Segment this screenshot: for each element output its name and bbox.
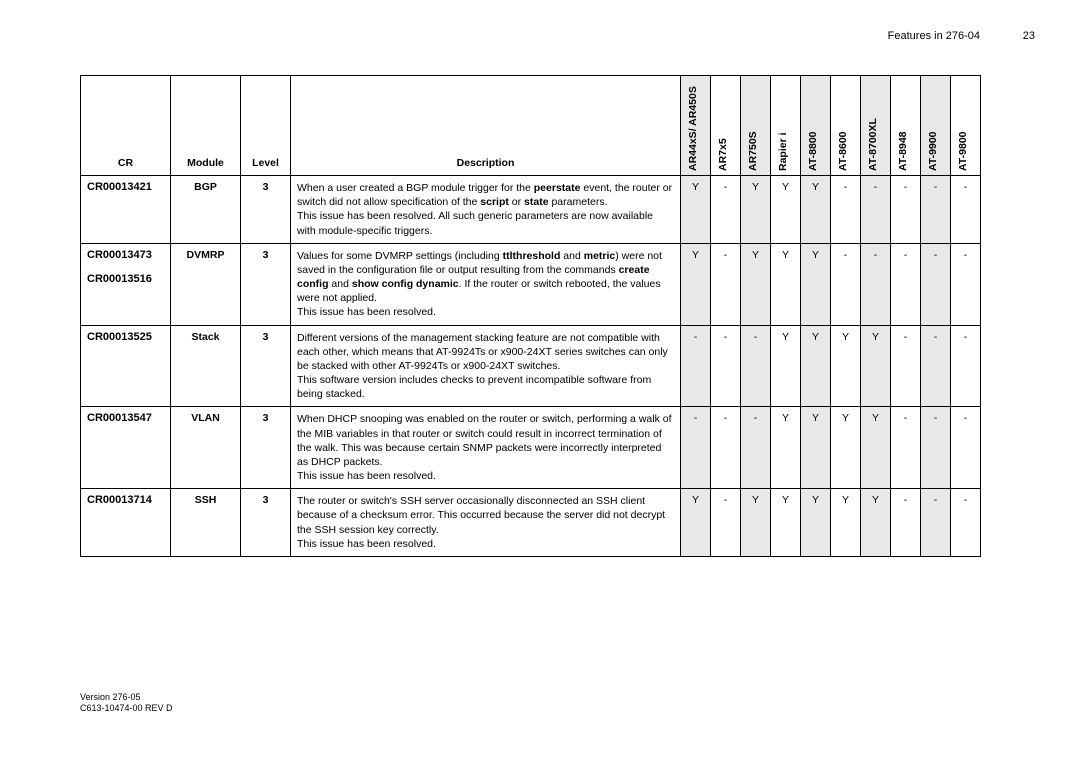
platform-mark: - bbox=[951, 325, 981, 407]
platform-mark: Y bbox=[801, 243, 831, 325]
module-cell: SSH bbox=[171, 489, 241, 557]
col-platform-9: AT-9800 bbox=[951, 76, 981, 176]
platform-mark: - bbox=[951, 243, 981, 325]
platform-mark: - bbox=[891, 407, 921, 489]
platform-mark: - bbox=[711, 243, 741, 325]
module-cell: BGP bbox=[171, 176, 241, 244]
col-platform-4: AT-8800 bbox=[801, 76, 831, 176]
table-header-row: CR Module Level Description AR44xS/ AR45… bbox=[81, 76, 981, 176]
platform-mark: - bbox=[891, 489, 921, 557]
col-description: Description bbox=[291, 76, 681, 176]
platform-mark: - bbox=[861, 243, 891, 325]
platform-mark: - bbox=[921, 325, 951, 407]
platform-mark: - bbox=[711, 407, 741, 489]
module-cell: VLAN bbox=[171, 407, 241, 489]
platform-mark: Y bbox=[831, 489, 861, 557]
platform-mark: Y bbox=[681, 243, 711, 325]
col-platform-2: AR750S bbox=[741, 76, 771, 176]
col-platform-1: AR7x5 bbox=[711, 76, 741, 176]
col-cr: CR bbox=[81, 76, 171, 176]
table-row: CR00013421BGP3When a user created a BGP … bbox=[81, 176, 981, 244]
level-cell: 3 bbox=[241, 243, 291, 325]
col-platform-5: AT-8600 bbox=[831, 76, 861, 176]
platform-mark: - bbox=[711, 489, 741, 557]
platform-mark: Y bbox=[801, 325, 831, 407]
table-row: CR00013525Stack3Different versions of th… bbox=[81, 325, 981, 407]
platform-mark: - bbox=[831, 176, 861, 244]
platform-mark: - bbox=[951, 407, 981, 489]
platform-mark: - bbox=[891, 243, 921, 325]
col-platform-7: AT-8948 bbox=[891, 76, 921, 176]
description-cell: When a user created a BGP module trigger… bbox=[291, 176, 681, 244]
table-row: CR00013547VLAN3When DHCP snooping was en… bbox=[81, 407, 981, 489]
platform-mark: - bbox=[921, 243, 951, 325]
platform-mark: Y bbox=[801, 407, 831, 489]
footer-docid: C613-10474-00 REV D bbox=[80, 703, 173, 715]
col-platform-6: AT-8700XL bbox=[861, 76, 891, 176]
cr-cell: CR00013525 bbox=[81, 325, 171, 407]
platform-mark: Y bbox=[681, 489, 711, 557]
page-footer: Version 276-05 C613-10474-00 REV D bbox=[80, 692, 173, 715]
platform-mark: Y bbox=[831, 325, 861, 407]
platform-mark: - bbox=[831, 243, 861, 325]
platform-mark: Y bbox=[801, 489, 831, 557]
table-row: CR00013714SSH3The router or switch's SSH… bbox=[81, 489, 981, 557]
platform-mark: Y bbox=[861, 325, 891, 407]
platform-mark: Y bbox=[771, 325, 801, 407]
description-cell: Different versions of the management sta… bbox=[291, 325, 681, 407]
platform-mark: - bbox=[861, 176, 891, 244]
platform-mark: Y bbox=[801, 176, 831, 244]
level-cell: 3 bbox=[241, 407, 291, 489]
col-module: Module bbox=[171, 76, 241, 176]
platform-mark: - bbox=[711, 325, 741, 407]
level-cell: 3 bbox=[241, 176, 291, 244]
level-cell: 3 bbox=[241, 489, 291, 557]
feature-table: CR Module Level Description AR44xS/ AR45… bbox=[80, 75, 980, 557]
footer-version: Version 276-05 bbox=[80, 692, 173, 704]
platform-mark: - bbox=[921, 407, 951, 489]
platform-mark: - bbox=[741, 325, 771, 407]
platform-mark: Y bbox=[831, 407, 861, 489]
platform-mark: - bbox=[681, 325, 711, 407]
platform-mark: - bbox=[921, 489, 951, 557]
module-cell: DVMRP bbox=[171, 243, 241, 325]
platform-mark: - bbox=[951, 176, 981, 244]
platform-mark: - bbox=[681, 407, 711, 489]
header-section: Features in 276-04 bbox=[888, 30, 980, 42]
platform-mark: - bbox=[891, 325, 921, 407]
col-platform-0: AR44xS/ AR450S bbox=[681, 76, 711, 176]
module-cell: Stack bbox=[171, 325, 241, 407]
header-page-number: 23 bbox=[1023, 30, 1035, 42]
platform-mark: - bbox=[951, 489, 981, 557]
platform-mark: - bbox=[891, 176, 921, 244]
table-row: CR00013473CR00013516DVMRP3Values for som… bbox=[81, 243, 981, 325]
platform-mark: Y bbox=[771, 489, 801, 557]
platform-mark: - bbox=[921, 176, 951, 244]
level-cell: 3 bbox=[241, 325, 291, 407]
platform-mark: Y bbox=[771, 243, 801, 325]
platform-mark: - bbox=[711, 176, 741, 244]
description-cell: Values for some DVMRP settings (includin… bbox=[291, 243, 681, 325]
col-platform-8: AT-9900 bbox=[921, 76, 951, 176]
cr-cell: CR00013421 bbox=[81, 176, 171, 244]
col-level: Level bbox=[241, 76, 291, 176]
platform-mark: Y bbox=[741, 489, 771, 557]
cr-cell: CR00013714 bbox=[81, 489, 171, 557]
description-cell: When DHCP snooping was enabled on the ro… bbox=[291, 407, 681, 489]
description-cell: The router or switch's SSH server occasi… bbox=[291, 489, 681, 557]
cr-cell: CR00013473CR00013516 bbox=[81, 243, 171, 325]
platform-mark: Y bbox=[771, 176, 801, 244]
platform-mark: Y bbox=[741, 176, 771, 244]
platform-mark: - bbox=[741, 407, 771, 489]
platform-mark: Y bbox=[681, 176, 711, 244]
platform-mark: Y bbox=[741, 243, 771, 325]
platform-mark: Y bbox=[861, 489, 891, 557]
col-platform-3: Rapier i bbox=[771, 76, 801, 176]
platform-mark: Y bbox=[771, 407, 801, 489]
platform-mark: Y bbox=[861, 407, 891, 489]
cr-cell: CR00013547 bbox=[81, 407, 171, 489]
